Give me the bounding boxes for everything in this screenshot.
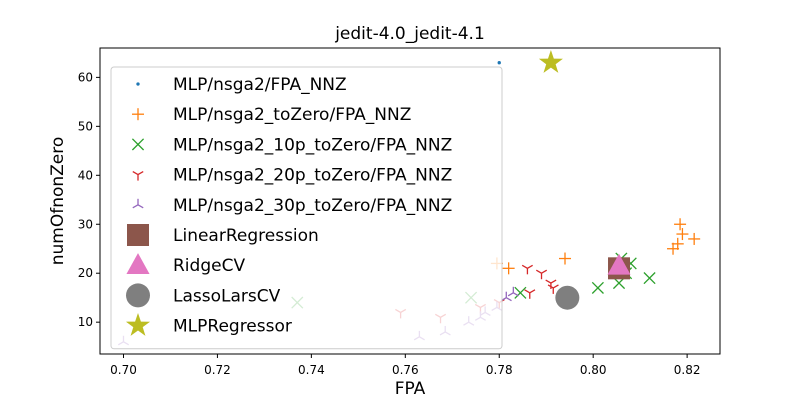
series-3-point-8 (547, 284, 559, 294)
series-1-point-6 (674, 218, 687, 231)
series-1-point-4 (667, 242, 680, 255)
y-tick-label: 60 (78, 70, 93, 84)
legend-label-3: MLP/nsga2_20p_toZero/FPA_NNZ (173, 166, 452, 186)
legend-label-7: LassoLarsCV (173, 286, 281, 306)
series-1-point-8 (688, 232, 701, 245)
series-2-point-3 (591, 281, 604, 294)
legend: MLP/nsga2/FPA_NNZ MLP/nsga2_toZero/FPA_NN… (110, 66, 503, 350)
legend-marker-2 (131, 138, 145, 151)
legend-label-6: RidgeCV (173, 256, 245, 276)
series-3-point-6 (535, 269, 548, 280)
legend-marker-3 (132, 171, 144, 181)
x-tick-label: 0.74 (298, 363, 325, 377)
y-tick-label: 40 (78, 168, 93, 182)
series-0-point-0 (497, 61, 501, 65)
x-tick-label: 0.80 (580, 363, 607, 377)
x-axis-ticks: 0.70 0.72 0.74 0.76 0.78 0.80 0.82 (110, 354, 700, 377)
chart-title: jedit-4.0_jedit-4.1 (334, 24, 485, 44)
legend-marker-7 (126, 283, 150, 308)
x-tick-label: 0.78 (486, 363, 513, 377)
x-tick-label: 0.72 (204, 363, 231, 377)
x-axis-label: FPA (395, 379, 426, 399)
y-tick-label: 50 (78, 119, 93, 133)
legend-box (110, 66, 503, 350)
series-1-point-5 (671, 237, 684, 250)
y-tick-label: 20 (78, 266, 93, 280)
legend-marker-6 (126, 253, 150, 274)
y-tick-label: 10 (78, 315, 93, 329)
legend-marker-5 (127, 224, 149, 246)
series-1-point-1 (502, 262, 515, 275)
series-8-point-0 (538, 50, 563, 73)
series-6-point-0 (607, 253, 631, 275)
series-7-point-0 (555, 285, 580, 310)
legend-marker-1 (132, 108, 144, 121)
legend-label-5: LinearRegression (173, 226, 319, 246)
series-1-point-7 (676, 228, 689, 241)
x-tick-label: 0.70 (110, 363, 137, 377)
legend-marker-4 (132, 198, 144, 209)
legend-label-8: MLPRegressor (173, 317, 292, 337)
y-axis-ticks: 10 20 30 40 50 60 (78, 70, 100, 329)
y-axis-label: numOfnonZero (48, 137, 68, 266)
legend-label-4: MLP/nsga2_30p_toZero/FPA_NNZ (173, 196, 452, 216)
x-tick-label: 0.76 (392, 363, 419, 377)
legend-label-2: MLP/nsga2_10p_toZero/FPA_NNZ (173, 135, 452, 155)
series-2-point-8 (643, 272, 656, 285)
x-tick-label: 0.82 (674, 363, 701, 377)
legend-label-0: MLP/nsga2/FPA_NNZ (173, 75, 347, 95)
legend-marker-0 (136, 82, 140, 86)
series-2-point-2 (514, 286, 527, 299)
series-4-point-8 (507, 286, 519, 297)
series-3-point-4 (524, 289, 536, 299)
legend-marker-8 (125, 312, 151, 336)
series-3-point-5 (521, 264, 533, 275)
y-tick-label: 30 (78, 217, 93, 231)
plot-frame (99, 47, 721, 355)
legend-label-1: MLP/nsga2_toZero/FPA_NNZ (173, 105, 411, 125)
series-1-point-2 (559, 252, 571, 265)
